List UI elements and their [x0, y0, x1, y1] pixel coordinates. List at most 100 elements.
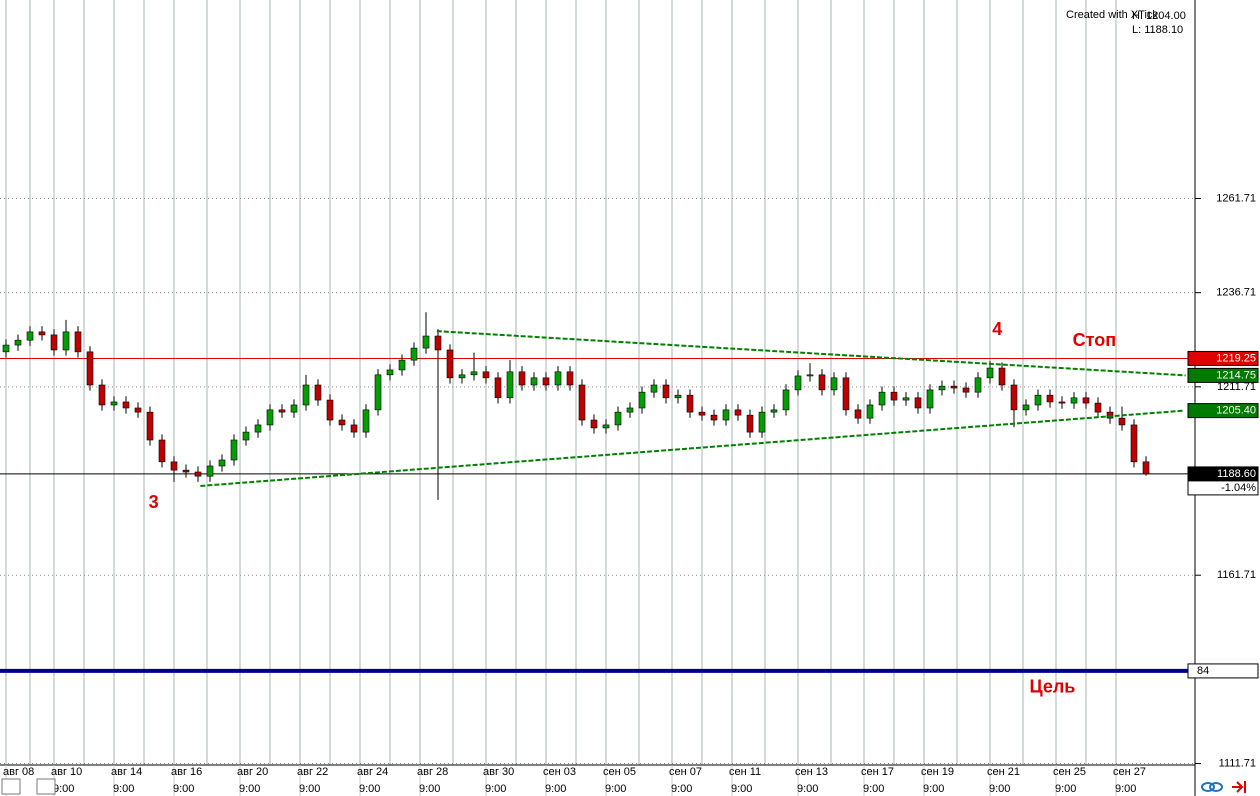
x-tick-label: сен 17	[861, 766, 894, 778]
candle-body	[26, 331, 34, 341]
candle-body	[806, 374, 814, 377]
candle-body	[770, 409, 778, 413]
candle-body	[134, 407, 142, 413]
candle-body	[818, 374, 826, 391]
candle-body	[1106, 411, 1114, 419]
candle-body	[374, 374, 382, 411]
y-tick-label: 1111.71	[1219, 757, 1256, 769]
candle-body	[242, 431, 250, 441]
candle-body	[674, 394, 682, 399]
high-label: H: 1204.00	[1132, 10, 1186, 22]
x-tick-label: сен 03	[543, 766, 576, 778]
candle-body	[446, 349, 454, 379]
candle-body	[98, 384, 106, 406]
candle-body	[470, 371, 478, 376]
x-tick-sublabel: 9:00	[239, 783, 260, 795]
candle-body	[362, 409, 370, 433]
candle-body	[866, 404, 874, 419]
candle-body	[38, 331, 46, 336]
x-tick-label: авг 10	[51, 766, 82, 778]
candle-body	[734, 409, 742, 416]
candle-body	[842, 377, 850, 411]
y-tick-label: 1211.71	[1217, 381, 1256, 393]
level-label-box	[1187, 663, 1259, 679]
candle-body	[350, 424, 358, 433]
trendline	[436, 330, 1186, 377]
candle-body	[254, 424, 262, 433]
candle-body	[998, 367, 1006, 386]
x-tick-label: авг 20	[237, 766, 268, 778]
candle-body	[494, 377, 502, 399]
x-tick-label: сен 19	[921, 766, 954, 778]
level-label-box	[1187, 350, 1259, 366]
candle-body	[1034, 394, 1042, 406]
candle-body	[602, 424, 610, 429]
low-label: L: 1188.10	[1132, 24, 1183, 36]
candle-body	[890, 391, 898, 401]
candle-body	[962, 387, 970, 393]
x-tick-sublabel: 9:00	[989, 783, 1010, 795]
candle-body	[1046, 394, 1054, 403]
candle-body	[302, 384, 310, 406]
scroll-button[interactable]	[36, 778, 56, 795]
candle-body	[974, 377, 982, 393]
candle-body	[50, 334, 58, 351]
candle-body	[698, 411, 706, 416]
trendline-label-box	[1187, 367, 1259, 383]
scroll-button[interactable]	[1, 778, 21, 795]
candle-body	[914, 397, 922, 409]
grid	[0, 0, 1195, 765]
candle-body	[590, 419, 598, 429]
candle-body	[626, 407, 634, 413]
annotation: 3	[149, 492, 159, 512]
candle-body	[410, 347, 418, 361]
x-tick-label: сен 27	[1113, 766, 1146, 778]
candle-body	[62, 331, 70, 351]
candle-body	[2, 344, 10, 353]
trendline-label: 1214.75	[1216, 369, 1256, 381]
candle-body	[650, 384, 658, 393]
x-tick-sublabel: 9:00	[923, 783, 944, 795]
goto-end-icon[interactable]	[1232, 781, 1246, 793]
x-tick-label: сен 25	[1053, 766, 1086, 778]
candle-body	[506, 371, 514, 399]
x-tick-sublabel: 9:00	[605, 783, 626, 795]
x-tick-label: авг 08	[3, 766, 34, 778]
candle-body	[686, 394, 694, 413]
candle-body	[182, 469, 190, 473]
watermark: Created with XTick	[1066, 9, 1158, 21]
candle-body	[1142, 461, 1150, 475]
y-tick-label: 1236.71	[1216, 287, 1256, 299]
candle-body	[722, 409, 730, 421]
candle-body	[1010, 384, 1018, 411]
x-tick-sublabel: 9:00	[113, 783, 134, 795]
candle-body	[338, 419, 346, 426]
candle-body	[386, 369, 394, 376]
x-tick-label: авг 14	[111, 766, 142, 778]
x-tick-sublabel: 9:00	[299, 783, 320, 795]
candle-body	[434, 335, 442, 351]
candle-body	[878, 391, 886, 406]
candle-body	[614, 411, 622, 426]
candle-body	[710, 414, 718, 421]
x-tick-label: авг 30	[483, 766, 514, 778]
candle-body	[782, 389, 790, 411]
candle-body	[110, 401, 118, 406]
candle-body	[542, 377, 550, 386]
candle-body	[530, 377, 538, 386]
trendline-label: 1205.40	[1216, 405, 1256, 417]
x-tick-sublabel: 9:00	[173, 783, 194, 795]
candle-body	[74, 331, 82, 353]
annotation: Стоп	[1073, 330, 1116, 350]
link-icon[interactable]	[1201, 782, 1223, 792]
x-tick-sublabel: 9:00	[419, 783, 440, 795]
level-label: 1219.25	[1216, 352, 1256, 364]
x-tick-sublabel: 9:00	[53, 783, 74, 795]
x-tick-sublabel: 9:00	[1055, 783, 1076, 795]
candle-body	[1070, 397, 1078, 404]
y-tick-label: 1261.71	[1216, 192, 1256, 204]
x-tick-sublabel: 9:00	[797, 783, 818, 795]
candle-body	[578, 384, 586, 421]
candle-body	[926, 389, 934, 409]
candle-body	[86, 351, 94, 386]
